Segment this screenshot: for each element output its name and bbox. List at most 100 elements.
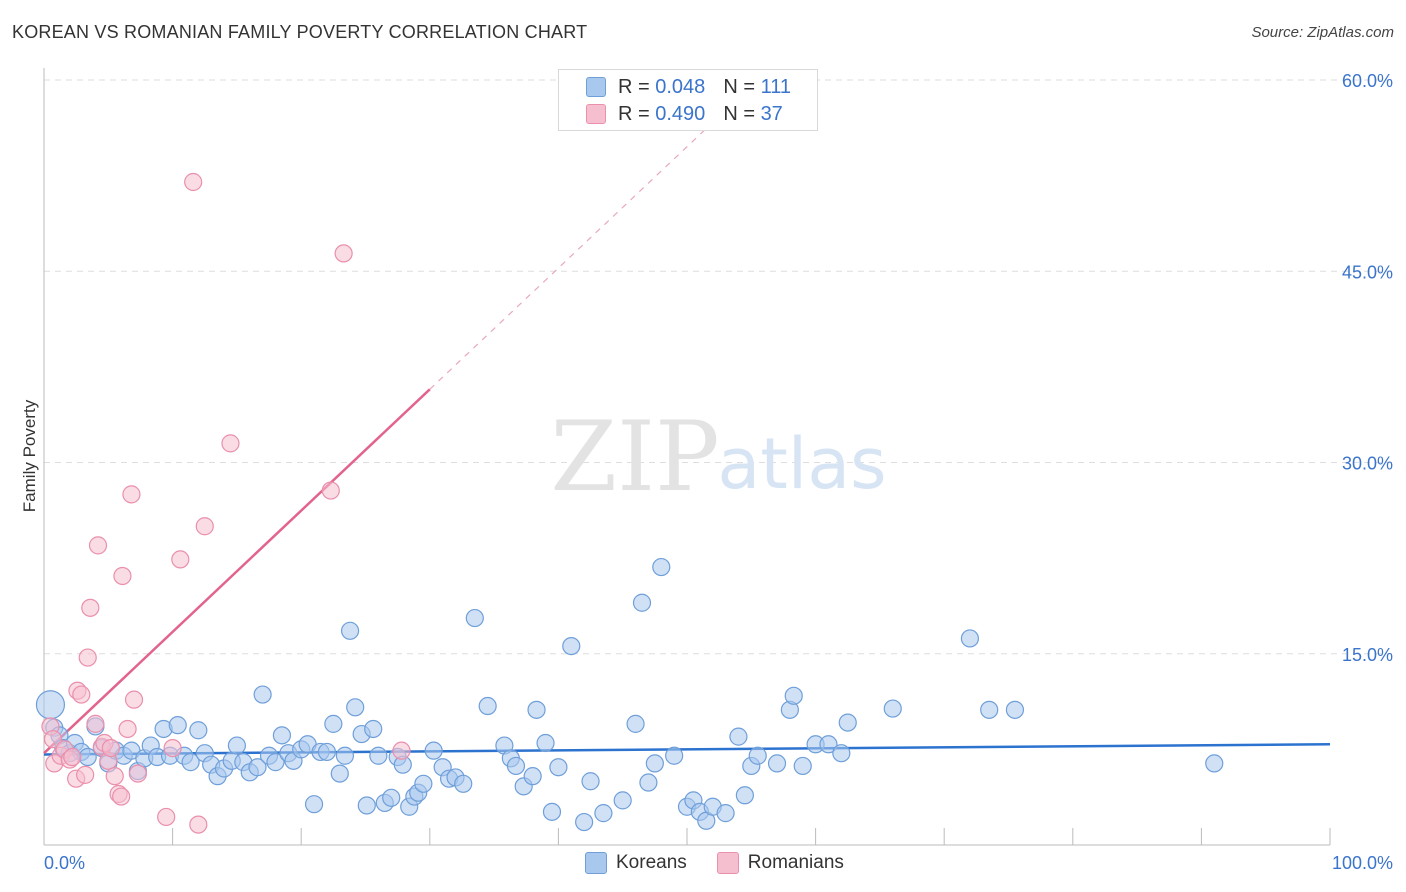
- korean-point: [304, 795, 324, 814]
- korean-point: [1205, 754, 1224, 773]
- korean-point: [168, 716, 187, 735]
- korean-point: [506, 756, 526, 776]
- korean-point: [478, 696, 497, 716]
- korean-point: [382, 788, 401, 807]
- legend-row-koreans: R = 0.048 N = 111: [586, 75, 791, 99]
- romanian-r-value: 0.490: [655, 102, 706, 125]
- korean-point: [735, 786, 754, 805]
- korean-point: [883, 699, 902, 718]
- korean-point: [272, 726, 292, 745]
- korean-point: [838, 713, 857, 732]
- korean-point: [181, 753, 200, 772]
- romanian-trend-line: [43, 388, 431, 755]
- romanian-point: [43, 730, 63, 749]
- romanian-point: [113, 566, 132, 586]
- korean-point: [562, 636, 581, 656]
- korean-n-value: 111: [760, 75, 791, 98]
- korean-point: [454, 774, 473, 793]
- korean-r-value: 0.048: [655, 75, 706, 98]
- korean-point: [784, 686, 803, 705]
- korean-point: [335, 746, 355, 765]
- romanian-point: [72, 685, 91, 704]
- korean-point: [424, 741, 443, 760]
- romanian-point: [124, 690, 144, 709]
- korean-point: [346, 698, 365, 717]
- korean-point: [266, 753, 285, 772]
- korean-point: [832, 744, 851, 763]
- romanian-point: [81, 598, 100, 617]
- korean-point: [980, 700, 999, 719]
- romanian-point: [221, 434, 240, 453]
- korean-r-label: R =: [618, 75, 650, 98]
- korean-point: [652, 557, 671, 577]
- korean-point: [330, 764, 349, 783]
- correlation-legend: R = 0.048 N = 111 R = 0.490 N = 37: [558, 69, 818, 131]
- romanian-swatch: [586, 104, 606, 124]
- y-tick-label: 15.0%: [1342, 645, 1393, 665]
- korean-trend-line: [43, 743, 1331, 756]
- korean-point: [626, 714, 645, 733]
- source-label: Source: ZipAtlas.com: [1251, 24, 1394, 41]
- romanians-legend-label: Romanians: [747, 852, 844, 873]
- romanian-point: [195, 517, 214, 536]
- korean-point: [793, 756, 812, 776]
- romanian-point: [112, 787, 131, 806]
- korean-point: [357, 796, 376, 815]
- korean-point: [317, 742, 337, 762]
- romanian-point: [157, 807, 176, 827]
- korean-point: [253, 685, 272, 704]
- series-legend: Koreans Romanians: [585, 852, 874, 874]
- korean-point: [248, 758, 267, 777]
- korean-point: [369, 746, 388, 765]
- korean-point: [414, 774, 433, 793]
- legend-item-koreans[interactable]: Koreans: [585, 852, 687, 874]
- korean-point: [594, 804, 613, 823]
- romanian-point: [128, 764, 147, 783]
- y-tick-label: 30.0%: [1342, 454, 1393, 474]
- korean-point: [364, 719, 383, 739]
- romanian-point: [86, 714, 105, 733]
- romanian-point: [392, 741, 411, 760]
- korean-n-label: N =: [723, 75, 755, 98]
- legend-row-romanians: R = 0.490 N = 37: [586, 102, 783, 126]
- romanian-n-label: N =: [723, 102, 755, 125]
- korean-point: [632, 593, 652, 612]
- korean-point: [819, 735, 838, 754]
- korean-point: [767, 754, 787, 773]
- legend-item-romanians[interactable]: Romanians: [716, 852, 844, 874]
- korean-point: [542, 802, 562, 821]
- romanian-point: [101, 738, 120, 758]
- y-tick-label: 60.0%: [1342, 71, 1393, 91]
- korean-point: [581, 772, 600, 791]
- korean-point: [549, 758, 568, 777]
- romanian-trend-extension: [429, 79, 759, 390]
- korean-point: [324, 714, 343, 733]
- romanian-point: [163, 738, 182, 758]
- romanian-n-value: 37: [760, 102, 783, 125]
- romanian-point: [189, 815, 208, 834]
- korean-swatch: [586, 77, 606, 97]
- korean-point: [665, 746, 684, 765]
- korean-point: [536, 733, 555, 753]
- korean-point: [340, 621, 360, 640]
- korean-point: [523, 767, 542, 786]
- korean-point: [527, 700, 546, 719]
- korean-point: [748, 746, 767, 765]
- chart-title: KOREAN VS ROMANIAN FAMILY POVERTY CORREL…: [12, 22, 588, 42]
- korean-point: [35, 690, 66, 720]
- korean-point: [189, 721, 208, 740]
- korean-point: [613, 791, 632, 810]
- koreans-legend-swatch: [585, 852, 607, 874]
- axis-tick-labels: 15.0% 30.0% 45.0% 60.0% 0.0% 100.0%: [44, 71, 1393, 873]
- korean-point: [227, 736, 246, 755]
- romanian-r-label: R =: [618, 102, 650, 125]
- romanian-point: [334, 244, 353, 263]
- romanian-point: [105, 767, 124, 786]
- korean-point: [575, 812, 594, 832]
- romanian-point: [118, 719, 137, 739]
- trend-lines: [43, 79, 1331, 756]
- korean-point: [729, 727, 748, 746]
- romanian-point: [184, 172, 203, 192]
- watermark: ZIP atlas: [550, 401, 886, 513]
- korean-point: [960, 629, 980, 648]
